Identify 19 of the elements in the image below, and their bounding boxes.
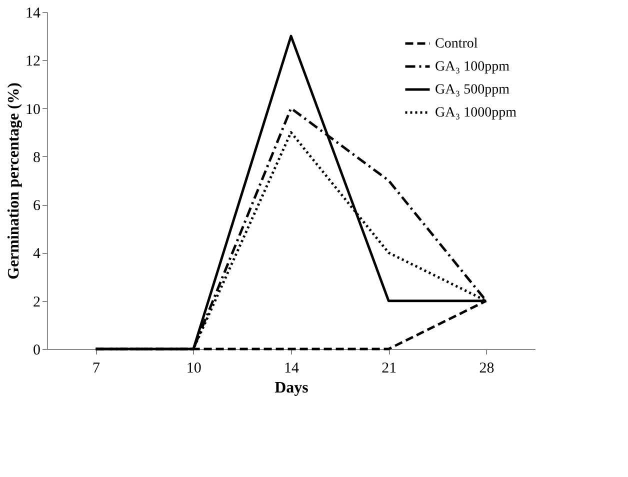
x-tick-label: 28 <box>479 360 494 376</box>
x-tick-label: 7 <box>92 360 101 376</box>
x-tick-label: 21 <box>382 360 397 376</box>
y-tick-label: 2 <box>33 294 40 310</box>
y-tick-label: 8 <box>33 150 40 166</box>
x-axis-title: Days <box>274 380 308 396</box>
y-tick-label: 12 <box>26 54 40 70</box>
y-axis-title: Germination percentage (%) <box>6 82 22 280</box>
x-tick-label: 10 <box>186 360 202 376</box>
legend-label: Control <box>435 36 478 52</box>
y-tick-label: 0 <box>33 342 40 358</box>
legend-label: GA₃ 500ppm <box>435 82 510 98</box>
legend-label: GA₃ 1000ppm <box>435 106 517 120</box>
y-tick-label: 10 <box>26 102 40 118</box>
y-tick-label: 14 <box>26 6 41 22</box>
legend-label: GA₃ 100ppm <box>435 60 510 74</box>
y-tick-label: 4 <box>33 246 41 262</box>
x-tick-label: 14 <box>284 360 300 376</box>
y-tick-label: 6 <box>33 198 41 214</box>
